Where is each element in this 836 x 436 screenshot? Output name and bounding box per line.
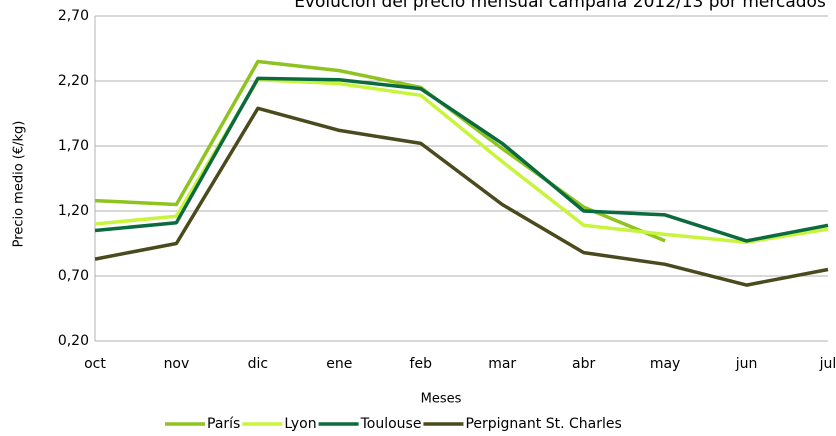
- chart-title: Evolución del precio mensual campaña 201…: [294, 0, 826, 12]
- x-axis-label: Meses: [421, 392, 462, 407]
- series-line: [94, 76, 829, 243]
- x-tick-label: mar: [488, 356, 516, 372]
- x-tick-label: dic: [248, 356, 268, 372]
- y-tick-label: 1,20: [58, 203, 89, 219]
- legend-label: París: [207, 416, 240, 432]
- x-tick-label: abr: [572, 356, 595, 372]
- legend-label: Perpignant St. Charles: [465, 416, 621, 432]
- x-tick-label: jun: [735, 356, 758, 372]
- x-tick-label: nov: [164, 356, 190, 372]
- x-tick-label: ene: [326, 356, 352, 372]
- y-tick-label: 2,70: [58, 8, 89, 24]
- x-tick-label: oct: [84, 356, 106, 372]
- y-tick-label: 2,20: [58, 73, 89, 89]
- series-line: [94, 77, 829, 244]
- y-tick-label: 1,70: [58, 138, 89, 154]
- series-line: [94, 59, 666, 243]
- x-tick-label: may: [650, 356, 681, 372]
- x-tick-label: feb: [410, 356, 433, 372]
- x-tick-label: jul: [819, 356, 836, 372]
- y-tick-label: 0,20: [58, 333, 89, 349]
- series-line: [94, 106, 829, 287]
- y-tick-label: 0,70: [58, 268, 89, 284]
- y-axis-label: Precio medio (€/kg): [12, 121, 27, 248]
- legend-label: Toulouse: [360, 416, 422, 432]
- legend-label: Lyon: [284, 416, 316, 432]
